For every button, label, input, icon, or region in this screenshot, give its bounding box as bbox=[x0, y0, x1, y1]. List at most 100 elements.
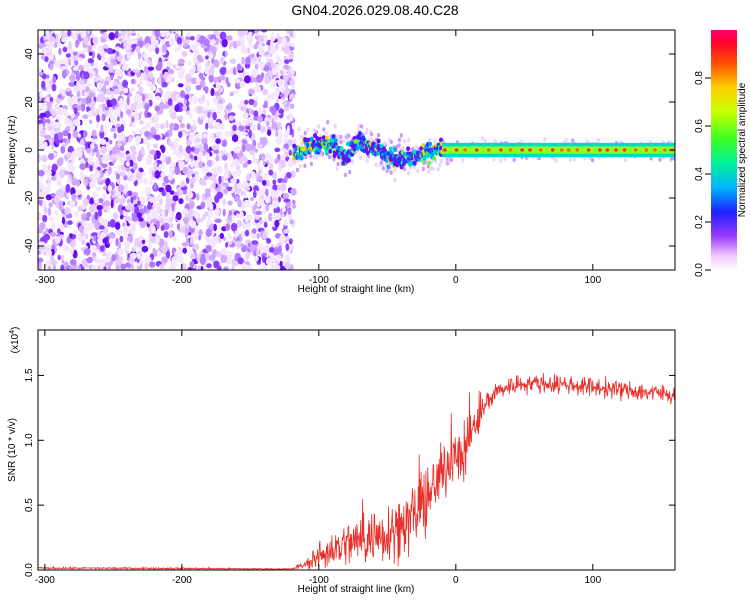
noise-blob bbox=[116, 195, 120, 202]
noise-blob bbox=[201, 94, 205, 103]
signal-halo bbox=[347, 133, 351, 138]
noise-blob bbox=[200, 181, 207, 186]
noise-blob bbox=[225, 241, 229, 248]
noise-blob bbox=[178, 160, 185, 169]
noise-blob bbox=[51, 83, 57, 92]
noise-blob bbox=[124, 216, 132, 222]
noise-blob bbox=[271, 74, 275, 80]
signal-halo bbox=[297, 126, 301, 132]
noise-blob bbox=[241, 105, 248, 112]
noise-blob bbox=[274, 158, 279, 165]
noise-blob bbox=[161, 181, 167, 187]
signal-turbulent-blob bbox=[299, 155, 304, 161]
noise-blob bbox=[51, 222, 56, 230]
noise-blob bbox=[147, 58, 151, 64]
noise-blob bbox=[92, 36, 99, 45]
noise-blob bbox=[283, 45, 290, 55]
noise-blob bbox=[38, 257, 44, 263]
noise-blob bbox=[276, 206, 281, 213]
noise-blob bbox=[60, 146, 66, 154]
noise-blob bbox=[194, 225, 198, 233]
signal-halo bbox=[321, 151, 325, 156]
noise-blob bbox=[128, 122, 133, 128]
noise-blob bbox=[149, 149, 157, 155]
noise-blob bbox=[60, 264, 65, 270]
noise-blob bbox=[144, 186, 152, 196]
noise-blob bbox=[206, 99, 210, 108]
noise-blob bbox=[62, 245, 69, 251]
noise-blob bbox=[120, 145, 125, 152]
noise-blob bbox=[67, 220, 73, 225]
noise-blob bbox=[160, 171, 166, 178]
noise-blob bbox=[194, 212, 201, 220]
noise-blob bbox=[215, 131, 223, 138]
noise-blob bbox=[91, 129, 97, 137]
noise-blob bbox=[241, 139, 248, 145]
noise-blob bbox=[185, 237, 189, 245]
signal-halo bbox=[480, 135, 484, 141]
signal-peak-dot bbox=[474, 148, 479, 152]
noise-blob bbox=[168, 139, 172, 147]
noise-blob bbox=[189, 236, 195, 246]
noise-blob bbox=[189, 163, 195, 168]
noise-blob bbox=[276, 98, 280, 103]
noise-blob bbox=[94, 198, 99, 204]
noise-blob bbox=[196, 54, 203, 61]
noise-blob bbox=[179, 123, 185, 128]
signal-peak-dot bbox=[653, 148, 657, 152]
snr-panel: -300 -200 -100 0 100 0.0 0.5 1.0 1.5 Height of … bbox=[7, 327, 676, 595]
noise-blob bbox=[79, 163, 87, 171]
noise-blob bbox=[141, 93, 146, 102]
noise-blob bbox=[132, 68, 140, 74]
noise-blob bbox=[202, 112, 208, 119]
noise-blob bbox=[225, 35, 233, 41]
noise-blob bbox=[94, 211, 99, 221]
signal-peak-dot bbox=[528, 148, 532, 152]
noise-blob bbox=[168, 229, 173, 239]
noise-blob bbox=[286, 201, 292, 208]
noise-blob bbox=[257, 162, 261, 171]
noise-blob bbox=[289, 79, 295, 86]
noise-blob bbox=[110, 73, 114, 81]
noise-blob bbox=[197, 151, 203, 159]
noise-blob bbox=[186, 31, 191, 37]
noise-blob bbox=[218, 157, 223, 162]
noise-blob bbox=[47, 207, 52, 216]
x-tick-label: 0 bbox=[453, 575, 459, 586]
noise-blob bbox=[46, 175, 50, 182]
noise-blob bbox=[161, 44, 167, 53]
noise-blob bbox=[67, 30, 72, 37]
signal-halo bbox=[396, 147, 400, 152]
noise-blob bbox=[76, 179, 80, 187]
noise-blob bbox=[262, 231, 268, 240]
noise-blob bbox=[239, 100, 246, 105]
noise-blob bbox=[87, 58, 95, 64]
noise-blob bbox=[73, 210, 79, 218]
noise-blob bbox=[283, 136, 288, 144]
noise-blob bbox=[186, 123, 191, 130]
noise-blob bbox=[38, 262, 42, 270]
signal-turbulent-blob bbox=[406, 146, 411, 152]
signal-halo bbox=[365, 158, 369, 163]
signal-halo bbox=[315, 155, 319, 160]
noise-blob bbox=[42, 49, 48, 55]
noise-blob bbox=[209, 132, 215, 141]
noise-blob bbox=[80, 138, 85, 146]
signal-halo bbox=[624, 157, 628, 163]
noise-blob bbox=[193, 50, 198, 56]
noise-blob bbox=[244, 75, 251, 84]
noise-blob bbox=[255, 210, 263, 216]
noise-blob bbox=[72, 66, 79, 72]
noise-blob bbox=[237, 30, 245, 37]
noise-blob bbox=[277, 121, 282, 130]
noise-blob bbox=[49, 105, 53, 115]
noise-blob bbox=[138, 78, 144, 86]
signal-peak-dot bbox=[663, 148, 667, 152]
signal-halo bbox=[658, 157, 662, 162]
noise-blob bbox=[218, 151, 223, 158]
noise-blob bbox=[198, 144, 203, 152]
noise-blob bbox=[137, 51, 142, 60]
noise-blob bbox=[62, 46, 68, 53]
noise-blob bbox=[278, 196, 281, 203]
noise-blob bbox=[98, 216, 105, 224]
